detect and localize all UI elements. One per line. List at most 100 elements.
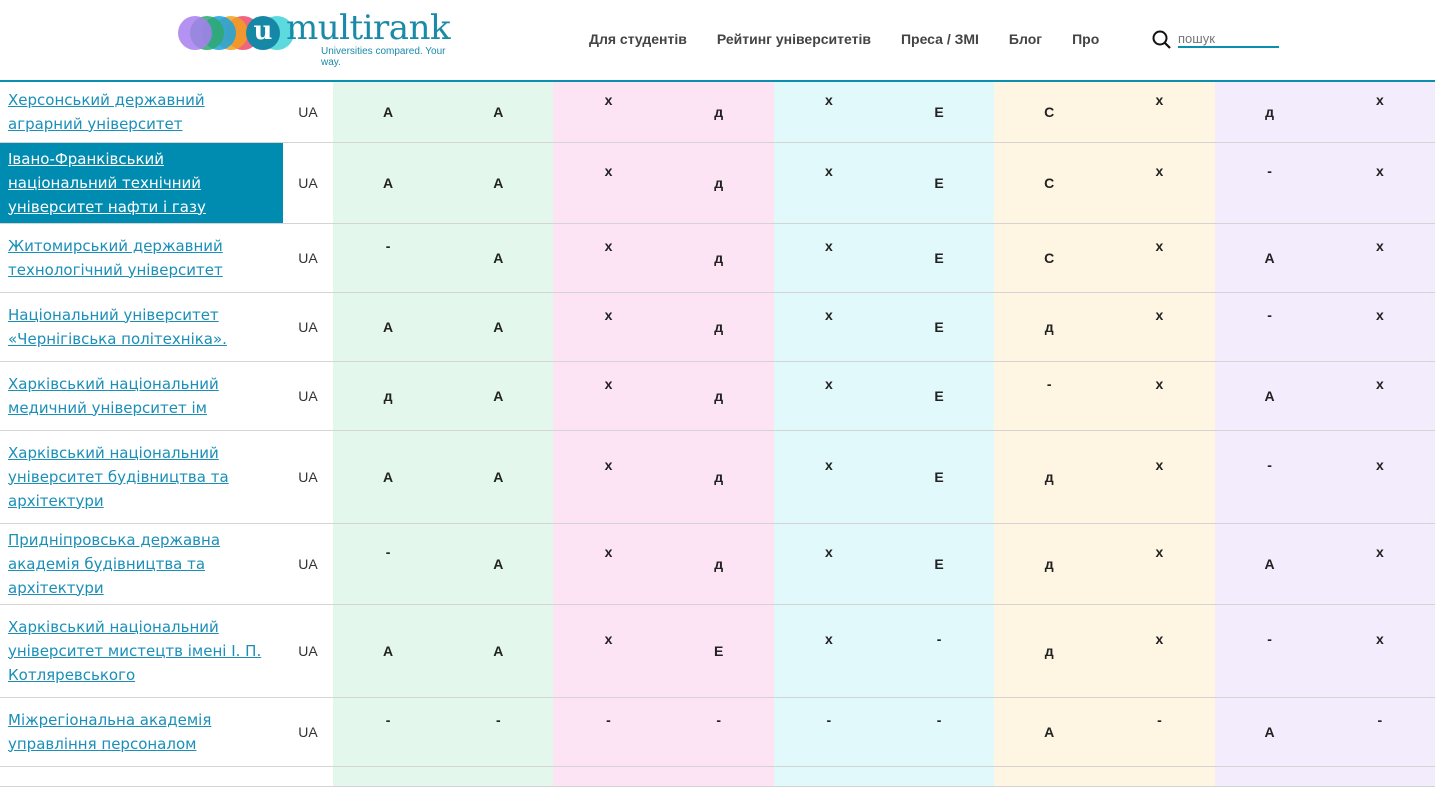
grade-value: x xyxy=(1375,375,1384,392)
grade-value: A xyxy=(493,555,504,572)
grade-value: x xyxy=(1375,630,1384,647)
grade-value: x xyxy=(1155,375,1164,392)
grade-value: x xyxy=(604,630,613,647)
search-input[interactable] xyxy=(1178,30,1279,48)
grade-value: x xyxy=(604,306,613,323)
grade-cell: C xyxy=(994,223,1105,293)
grade-value: E xyxy=(934,387,944,404)
grade-cell: E xyxy=(883,82,995,143)
table-row: Херсонський державний аграрний університ… xyxy=(0,82,1435,143)
grade-value: x xyxy=(1375,91,1384,108)
grade-value: - xyxy=(1157,711,1162,728)
grade-value: д xyxy=(714,555,724,572)
grade-value: - xyxy=(826,711,832,728)
country-code: UA xyxy=(283,292,333,362)
grade-cell: E xyxy=(883,292,995,362)
university-link[interactable]: Харківський національний університет буд… xyxy=(8,443,229,510)
grade-cell: A xyxy=(1214,223,1325,293)
university-name-cell: Харківський національний університет мис… xyxy=(0,604,283,698)
grade-cell: x xyxy=(773,292,884,362)
grade-cell: - xyxy=(333,697,444,767)
grade-value: A xyxy=(493,174,504,191)
grade-value: д xyxy=(714,468,724,485)
grade-cell: д xyxy=(994,292,1105,362)
nav-blog[interactable]: Блог xyxy=(1008,31,1043,47)
grade-cell: A xyxy=(333,82,444,143)
grade-value: E xyxy=(713,642,724,659)
grade-cell: - xyxy=(1214,142,1325,224)
nav-students[interactable]: Для студентів xyxy=(589,31,687,47)
grade-cell: A xyxy=(1214,523,1325,605)
grade-value: x xyxy=(1375,306,1384,323)
grade-value: x xyxy=(604,543,613,560)
grade-cell: A xyxy=(1214,361,1325,431)
grade-value: д xyxy=(714,249,724,266)
university-link[interactable]: Міжрегіональна академія управління персо… xyxy=(8,710,212,753)
grade-value: д xyxy=(1044,555,1054,572)
university-link[interactable]: Придніпровська державна академія будівни… xyxy=(8,530,221,597)
grade-value: x xyxy=(1155,543,1164,560)
table-row: Івано-Франківський національний технічни… xyxy=(0,142,1435,224)
grade-value: x xyxy=(824,543,833,560)
grade-cell: д xyxy=(994,430,1105,524)
grade-value: x xyxy=(1375,162,1384,179)
grade-cell: x xyxy=(1324,292,1435,362)
grade-value: x xyxy=(824,375,833,392)
grade-cell: д xyxy=(663,523,774,605)
university-link[interactable]: Івано-Франківський національний технічни… xyxy=(8,149,206,216)
nav-press[interactable]: Преса / ЗМІ xyxy=(900,31,979,47)
grade-value: E xyxy=(934,555,944,572)
search-icon[interactable] xyxy=(1152,30,1172,50)
grade-value: x xyxy=(604,162,613,179)
country-code: UA xyxy=(283,82,333,143)
grade-value: д xyxy=(1265,103,1275,120)
grade-cell: x xyxy=(773,430,884,524)
grade-cell: A xyxy=(443,430,554,524)
multirank-logo[interactable]: u multirank Universities compared. Your … xyxy=(178,8,468,68)
nav-about[interactable]: Про xyxy=(1072,31,1100,47)
nav-university-ranking[interactable]: Рейтинг університетів xyxy=(716,31,871,47)
university-name-cell: Херсонський державний аграрний університ… xyxy=(0,82,283,143)
grade-value: - xyxy=(716,711,721,728)
university-link[interactable]: Харківський національний університет мис… xyxy=(8,617,262,684)
grade-value: C xyxy=(1044,103,1055,120)
university-link[interactable]: Харківський національний медичний універ… xyxy=(8,374,219,417)
grade-value: E xyxy=(934,174,944,191)
grade-cell: x xyxy=(1104,142,1215,224)
grade-value: - xyxy=(385,237,391,254)
grade-cell: - xyxy=(1214,604,1325,698)
grade-value: д xyxy=(1044,642,1054,659)
grade-cell: д xyxy=(1214,82,1325,143)
university-link[interactable]: Житомирський державний технологічний уні… xyxy=(8,236,223,279)
grade-value: A xyxy=(383,468,394,485)
grade-value: д xyxy=(1044,468,1054,485)
grade-cell: - xyxy=(663,697,774,767)
grade-value: x xyxy=(1375,237,1384,254)
university-link[interactable]: Національний університет «Чернігівська п… xyxy=(8,305,227,348)
grade-cell: x xyxy=(1104,604,1215,698)
logo-wordmark: multirank xyxy=(286,8,451,48)
table-row xyxy=(0,766,1435,787)
grade-cell: - xyxy=(994,361,1105,431)
grade-value: A xyxy=(1264,387,1275,404)
university-name-cell: Харківський національний медичний універ… xyxy=(0,361,283,431)
grade-cell: x xyxy=(553,523,664,605)
logo-circle xyxy=(178,16,212,50)
table-row: Придніпровська державна академія будівни… xyxy=(0,523,1435,605)
grade-cell: x xyxy=(553,82,664,143)
grade-cell: x xyxy=(1324,430,1435,524)
grade-value: x xyxy=(1155,91,1164,108)
grade-cell: x xyxy=(773,223,884,293)
grade-cell: x xyxy=(553,604,664,698)
grade-cell: A xyxy=(443,292,554,362)
grade-value: - xyxy=(936,630,942,647)
university-link[interactable]: Херсонський державний аграрний університ… xyxy=(8,90,205,133)
grade-value: A xyxy=(1044,723,1055,740)
country-code: UA xyxy=(283,430,333,524)
grade-value: x xyxy=(604,375,613,392)
grade-cell: E xyxy=(883,361,995,431)
grade-value: x xyxy=(824,91,833,108)
university-name-cell: Житомирський державний технологічний уні… xyxy=(0,223,283,293)
grade-cell: A xyxy=(443,142,554,224)
university-name-cell: Івано-Франківський національний технічни… xyxy=(0,142,283,224)
